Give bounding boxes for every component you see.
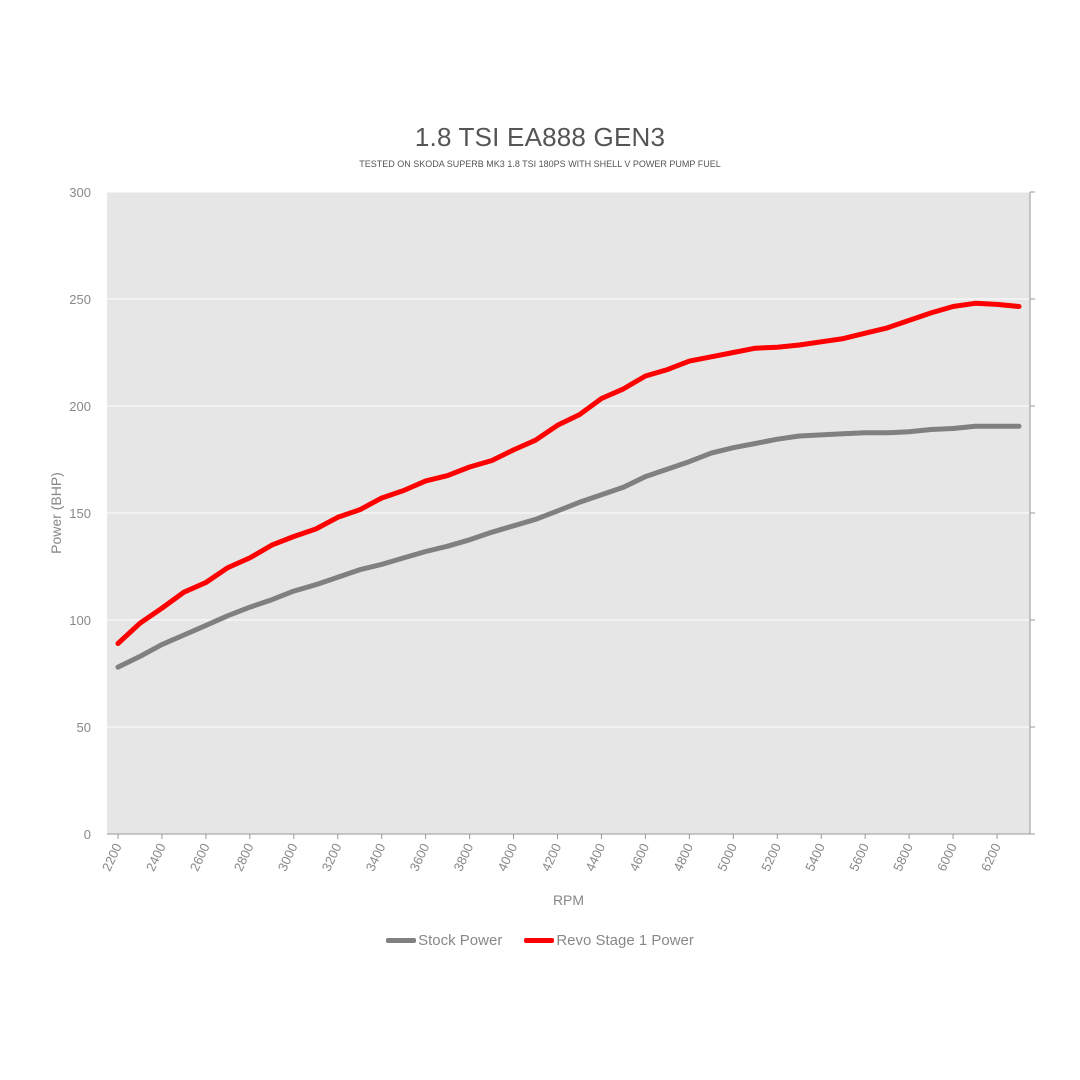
x-tick-label-3200: 3200 (319, 841, 345, 874)
x-tick-label-4400: 4400 (582, 841, 608, 874)
legend-label-stock: Stock Power (418, 932, 503, 949)
x-tick-label-2200: 2200 (99, 841, 125, 874)
chart-subtitle: TESTED ON SKODA SUPERB MK3 1.8 TSI 180PS… (359, 159, 721, 169)
x-tick-label-3400: 3400 (363, 841, 389, 874)
x-tick-label-3800: 3800 (451, 841, 477, 874)
series-lines (115, 300, 1022, 670)
chart-title: 1.8 TSI EA888 GEN3 (414, 122, 666, 152)
y-tick-label-50: 50 (77, 720, 91, 735)
series-line-revo-stage-1-power (115, 300, 1022, 646)
y-tick-label-150: 150 (69, 506, 91, 521)
x-tick-label-2800: 2800 (231, 841, 257, 874)
axes (107, 191, 1035, 839)
x-tick-label-3600: 3600 (407, 841, 433, 874)
x-tick-label-5600: 5600 (846, 841, 872, 874)
y-tick-label-0: 0 (84, 827, 91, 842)
x-tick-label-6000: 6000 (934, 841, 960, 874)
series-line-stock-power (115, 423, 1022, 670)
y-tick-labels: 0 50 100 150 200 250 300 (69, 185, 91, 842)
y-tick-label-250: 250 (69, 292, 91, 307)
legend-swatch-stock (386, 938, 417, 943)
x-tick-label-3000: 3000 (275, 841, 301, 874)
gridlines (107, 191, 1030, 728)
x-tick-label-4600: 4600 (626, 841, 652, 874)
x-tick-label-5200: 5200 (758, 841, 784, 874)
y-axis-title: Power (BHP) (48, 472, 64, 554)
legend: Stock Power Revo Stage 1 Power (0, 932, 1080, 949)
x-tick-label-4800: 4800 (670, 841, 696, 874)
x-tick-label-4000: 4000 (494, 841, 520, 874)
legend-label-revo: Revo Stage 1 Power (556, 932, 694, 949)
legend-item-stock[interactable]: Stock Power (386, 932, 502, 949)
x-tick-label-2600: 2600 (187, 841, 213, 874)
y-tick-label-200: 200 (69, 399, 91, 414)
x-tick-label-6200: 6200 (978, 841, 1004, 874)
x-axis-title: RPM (553, 892, 584, 908)
x-tick-label-5400: 5400 (802, 841, 828, 874)
y-tick-label-100: 100 (69, 613, 91, 628)
legend-item-revo[interactable]: Revo Stage 1 Power (524, 932, 694, 949)
x-tick-labels: 2200 2400 2600 2800 3000 3200 3400 3600 3800 4000… (99, 841, 1004, 874)
x-tick-label-5800: 5800 (890, 841, 916, 874)
x-tick-label-4200: 4200 (538, 841, 564, 874)
y-tick-label-300: 300 (69, 185, 91, 200)
x-tick-label-5000: 5000 (714, 841, 740, 874)
legend-swatch-revo (524, 938, 555, 943)
x-tick-label-2400: 2400 (143, 841, 169, 874)
